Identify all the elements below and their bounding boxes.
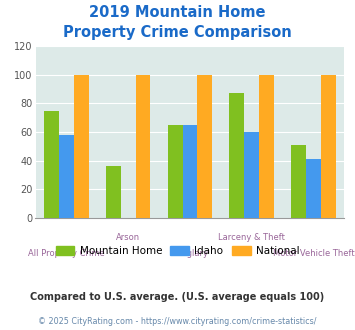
- Bar: [182, 125, 197, 218]
- Bar: [59, 135, 74, 218]
- Bar: [244, 132, 259, 218]
- Bar: [321, 75, 336, 218]
- Text: Motor Vehicle Theft: Motor Vehicle Theft: [273, 249, 354, 258]
- Bar: [168, 125, 182, 218]
- Text: Burglary: Burglary: [172, 249, 208, 258]
- Bar: [44, 111, 59, 218]
- Text: © 2025 CityRating.com - https://www.cityrating.com/crime-statistics/: © 2025 CityRating.com - https://www.city…: [38, 317, 317, 326]
- Text: Larceny & Theft: Larceny & Theft: [218, 233, 285, 242]
- Bar: [306, 159, 321, 218]
- Bar: [229, 93, 244, 218]
- Bar: [106, 166, 121, 218]
- Bar: [74, 75, 89, 218]
- Bar: [259, 75, 274, 218]
- Text: All Property Crime: All Property Crime: [28, 249, 105, 258]
- Legend: Mountain Home, Idaho, National: Mountain Home, Idaho, National: [51, 242, 304, 260]
- Bar: [291, 145, 306, 218]
- Text: Property Crime Comparison: Property Crime Comparison: [63, 25, 292, 40]
- Text: Compared to U.S. average. (U.S. average equals 100): Compared to U.S. average. (U.S. average …: [31, 292, 324, 302]
- Text: Arson: Arson: [116, 233, 140, 242]
- Bar: [197, 75, 212, 218]
- Bar: [136, 75, 151, 218]
- Text: 2019 Mountain Home: 2019 Mountain Home: [89, 5, 266, 20]
